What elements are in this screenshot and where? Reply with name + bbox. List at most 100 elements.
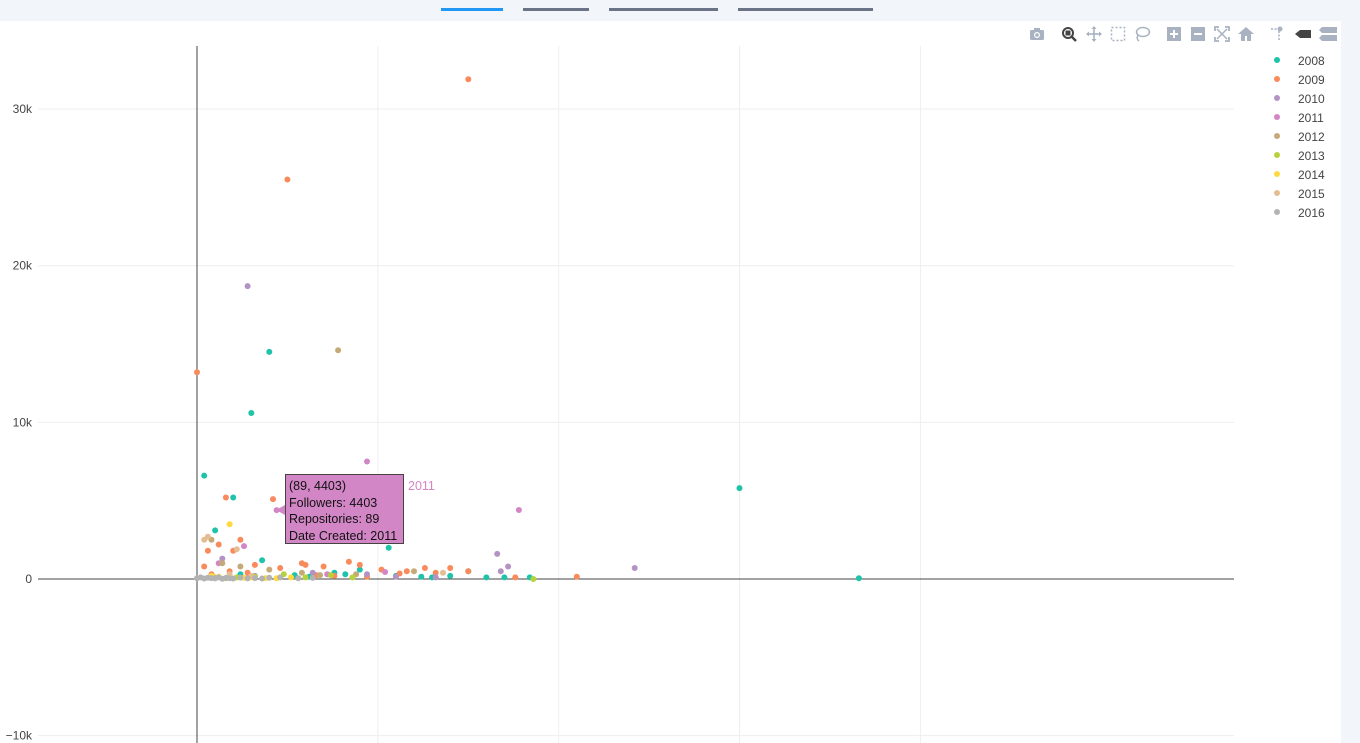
data-point[interactable]	[631, 565, 638, 571]
data-point[interactable]	[222, 494, 229, 501]
data-point[interactable]	[736, 485, 743, 492]
data-point[interactable]	[447, 565, 454, 571]
data-point[interactable]	[364, 571, 370, 578]
data-point[interactable]	[266, 566, 273, 573]
data-point[interactable]	[505, 563, 512, 570]
data-point[interactable]	[233, 546, 240, 553]
data-point[interactable]	[277, 565, 284, 571]
legend-item-2012[interactable]: 2012	[1270, 128, 1340, 147]
zoom-in-icon[interactable]	[1165, 25, 1183, 43]
data-point[interactable]	[573, 573, 580, 580]
data-point[interactable]	[515, 507, 522, 513]
data-point[interactable]	[230, 575, 237, 582]
data-point[interactable]	[204, 533, 211, 540]
data-point[interactable]	[284, 176, 291, 183]
data-point[interactable]	[855, 575, 862, 582]
zoom-out-icon[interactable]	[1189, 25, 1207, 43]
data-point[interactable]	[392, 573, 399, 580]
data-point[interactable]	[411, 568, 417, 575]
tab-2[interactable]	[523, 8, 589, 11]
data-point[interactable]	[201, 563, 208, 570]
data-point[interactable]	[342, 571, 349, 578]
data-point[interactable]	[194, 369, 200, 376]
legend-item-2008[interactable]: 2008	[1270, 52, 1340, 71]
legend-item-2010[interactable]: 2010	[1270, 90, 1340, 109]
legend-item-2011[interactable]: 2011	[1270, 109, 1340, 128]
data-point[interactable]	[497, 568, 504, 575]
legend-item-2009[interactable]: 2009	[1270, 71, 1340, 90]
box-select-icon[interactable]	[1109, 25, 1127, 43]
tab-3[interactable]	[609, 8, 718, 11]
data-point[interactable]	[345, 558, 352, 565]
data-point[interactable]	[237, 574, 244, 581]
zoom-icon[interactable]	[1060, 25, 1078, 43]
data-point[interactable]	[385, 544, 392, 551]
tab-1[interactable]	[441, 8, 503, 11]
data-point[interactable]	[335, 347, 342, 354]
data-point[interactable]	[251, 561, 258, 568]
data-point[interactable]	[270, 496, 276, 503]
data-point[interactable]	[266, 348, 273, 355]
data-point[interactable]	[432, 569, 439, 576]
data-point[interactable]	[403, 568, 410, 575]
data-point[interactable]	[295, 575, 302, 582]
data-point[interactable]	[204, 547, 211, 554]
tab-4[interactable]	[738, 8, 873, 11]
pan-icon[interactable]	[1085, 25, 1103, 43]
data-point[interactable]	[421, 565, 428, 571]
camera-icon[interactable]	[1028, 25, 1046, 43]
data-point[interactable]	[219, 555, 226, 562]
data-point[interactable]	[259, 575, 266, 582]
reset-axes-icon[interactable]	[1237, 25, 1255, 43]
data-point[interactable]	[309, 569, 316, 576]
data-point[interactable]	[432, 574, 439, 581]
data-point[interactable]	[288, 574, 294, 581]
data-point[interactable]	[248, 410, 255, 416]
data-point[interactable]	[298, 569, 305, 576]
data-point[interactable]	[356, 561, 363, 568]
data-point[interactable]	[241, 543, 247, 550]
data-point[interactable]	[483, 574, 490, 581]
data-point[interactable]	[530, 576, 537, 582]
spike-lines-icon[interactable]	[1269, 25, 1287, 43]
data-point[interactable]	[226, 521, 233, 528]
data-point[interactable]	[494, 550, 501, 557]
data-point[interactable]	[277, 574, 284, 581]
data-point[interactable]	[465, 568, 472, 575]
hover-closest-icon[interactable]	[1294, 25, 1312, 43]
data-point[interactable]	[219, 560, 226, 567]
lasso-select-icon[interactable]	[1133, 25, 1151, 43]
data-point[interactable]	[237, 536, 244, 543]
data-point[interactable]	[356, 566, 363, 573]
data-point[interactable]	[327, 572, 334, 579]
data-point[interactable]	[512, 574, 519, 581]
data-point[interactable]	[251, 575, 258, 582]
data-point[interactable]	[309, 574, 316, 581]
legend-item-2015[interactable]: 2015	[1270, 185, 1340, 204]
data-point[interactable]	[266, 574, 273, 581]
data-point[interactable]	[447, 572, 454, 579]
data-point[interactable]	[320, 563, 327, 570]
data-point[interactable]	[237, 563, 244, 570]
data-point[interactable]	[244, 283, 251, 290]
data-point[interactable]	[317, 572, 323, 579]
data-point[interactable]	[501, 574, 508, 581]
data-point[interactable]	[215, 541, 222, 548]
data-point[interactable]	[302, 574, 309, 581]
data-point[interactable]	[440, 569, 446, 576]
data-point[interactable]	[230, 494, 237, 501]
legend-item-2016[interactable]: 2016	[1270, 204, 1340, 223]
data-point[interactable]	[465, 76, 472, 83]
data-point[interactable]	[302, 561, 309, 568]
autoscale-icon[interactable]	[1213, 25, 1231, 43]
data-point[interactable]	[364, 458, 370, 465]
data-point[interactable]	[382, 569, 389, 575]
data-point[interactable]	[418, 573, 425, 580]
data-point[interactable]	[201, 472, 208, 479]
data-point[interactable]	[349, 574, 356, 581]
data-point[interactable]	[212, 527, 219, 534]
legend-item-2014[interactable]: 2014	[1270, 166, 1340, 185]
hover-compare-icon[interactable]	[1318, 25, 1337, 43]
data-point[interactable]	[244, 575, 251, 582]
